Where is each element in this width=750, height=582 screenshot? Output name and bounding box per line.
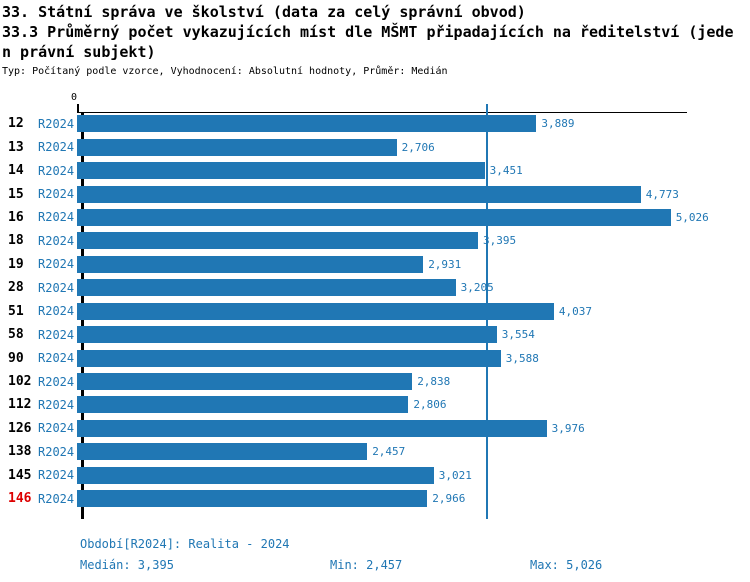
bar-value-label: 2,966 — [432, 492, 466, 506]
row-period-label: R2024 — [38, 468, 75, 483]
bar-row: 12 R2024 3,889 — [0, 112, 750, 135]
bar-row: 14 R2024 3,451 — [0, 159, 750, 182]
bar-row: 16 R2024 5,026 — [0, 206, 750, 229]
bar-row: 112 R2024 2,806 — [0, 393, 750, 416]
row-period-label: R2024 — [38, 397, 75, 412]
bar-row: 15 R2024 4,773 — [0, 182, 750, 205]
row-period-label: R2024 — [38, 491, 75, 506]
bar — [77, 466, 434, 484]
row-period-label: R2024 — [38, 351, 75, 366]
bar-row: 138 R2024 2,457 — [0, 440, 750, 463]
row-category-label: 16 — [8, 209, 24, 225]
bar-row: 146 R2024 2,966 — [0, 487, 750, 510]
bar-value-label: 2,706 — [401, 140, 435, 154]
bar-value-label: 4,773 — [645, 187, 679, 201]
bar — [77, 138, 397, 156]
bar — [77, 349, 501, 367]
row-category-label: 112 — [8, 397, 32, 413]
row-period-label: R2024 — [38, 210, 75, 225]
bar-value-label: 3,205 — [460, 281, 494, 295]
bar — [77, 373, 413, 391]
bar — [77, 326, 497, 344]
axis-top-line — [77, 112, 687, 113]
bar — [77, 208, 671, 226]
row-category-label: 19 — [8, 256, 24, 272]
row-category-label: 138 — [8, 444, 32, 460]
row-category-label: 13 — [8, 139, 24, 155]
bar-row: 19 R2024 2,931 — [0, 253, 750, 276]
chart-title-line3: n právní subjekt) — [2, 43, 156, 61]
bar-value-label: 3,451 — [489, 164, 523, 178]
bar-value-label: 2,457 — [372, 445, 406, 459]
row-period-label: R2024 — [38, 187, 75, 202]
row-category-label: 126 — [8, 420, 32, 436]
row-period-label: R2024 — [38, 444, 75, 459]
footer-max-label: Max: 5,026 — [530, 558, 603, 572]
bar-row: 18 R2024 3,395 — [0, 229, 750, 252]
axis-zero-tick — [77, 104, 79, 112]
row-period-label: R2024 — [38, 116, 75, 131]
bar-value-label: 3,021 — [438, 468, 472, 482]
chart-header: 33. Státní správa ve školství (data za c… — [2, 2, 750, 77]
chart-title-line1: 33. Státní správa ve školství (data za c… — [2, 3, 526, 21]
footer-min-label: Min: 2,457 — [330, 558, 403, 572]
row-period-label: R2024 — [38, 374, 75, 389]
bar-value-label: 2,806 — [413, 398, 447, 412]
bar-row: 13 R2024 2,706 — [0, 135, 750, 158]
bar — [77, 490, 428, 508]
row-period-label: R2024 — [38, 163, 75, 178]
row-period-label: R2024 — [38, 233, 75, 248]
footer-period-label: Období[R2024]: Realita - 2024 — [80, 537, 290, 551]
bar-value-label: 2,838 — [417, 375, 451, 389]
bar — [77, 232, 478, 250]
bar-row: 58 R2024 3,554 — [0, 323, 750, 346]
bar — [77, 302, 554, 320]
row-category-label: 102 — [8, 374, 32, 390]
row-period-label: R2024 — [38, 327, 75, 342]
bar-value-label: 3,976 — [551, 421, 585, 435]
bar-value-label: 4,037 — [558, 304, 593, 318]
bar-row: 102 R2024 2,838 — [0, 370, 750, 393]
bar-row: 126 R2024 3,976 — [0, 417, 750, 440]
bar-value-label: 3,554 — [501, 328, 535, 342]
row-period-label: R2024 — [38, 257, 75, 272]
row-category-label: 28 — [8, 280, 24, 296]
bar-value-label: 3,588 — [505, 351, 539, 365]
row-category-label: 18 — [8, 233, 24, 249]
row-category-label: 90 — [8, 350, 24, 366]
row-period-label: R2024 — [38, 280, 75, 295]
bar — [77, 396, 409, 414]
bar — [77, 162, 485, 180]
row-category-label: 15 — [8, 186, 24, 202]
bar-row: 145 R2024 3,021 — [0, 464, 750, 487]
axis-zero-label: 0 — [71, 92, 78, 103]
bar-value-label: 3,889 — [541, 117, 575, 131]
row-category-label: 145 — [8, 467, 32, 483]
bar — [77, 443, 368, 461]
row-category-label: 146 — [8, 491, 32, 507]
bar-rows: 12 R2024 3,889 13 R2024 2,706 14 R2024 3,451 15 R2… — [0, 112, 750, 510]
row-category-label: 12 — [8, 116, 24, 132]
bar — [77, 115, 537, 133]
footer-median-label: Medián: 3,395 — [80, 558, 174, 572]
bar-row: 28 R2024 3,205 — [0, 276, 750, 299]
row-period-label: R2024 — [38, 304, 75, 319]
row-category-label: 51 — [8, 303, 24, 319]
bar-value-label: 2,931 — [428, 257, 462, 271]
row-category-label: 58 — [8, 327, 24, 343]
row-category-label: 14 — [8, 163, 24, 179]
row-period-label: R2024 — [38, 421, 75, 436]
bar-value-label: 3,395 — [483, 234, 517, 248]
bar-row: 51 R2024 4,037 — [0, 300, 750, 323]
bar — [77, 279, 456, 297]
chart-subtitle: Typ: Počítaný podle vzorce, Vyhodnocení:… — [2, 66, 448, 77]
bar — [77, 419, 547, 437]
bar-row: 90 R2024 3,588 — [0, 346, 750, 369]
bar-value-label: 5,026 — [675, 210, 709, 224]
chart-title-line2: 33.3 Průměrný počet vykazujících míst dl… — [2, 23, 734, 41]
row-period-label: R2024 — [38, 140, 75, 155]
bar — [77, 255, 424, 273]
bar — [77, 185, 641, 203]
